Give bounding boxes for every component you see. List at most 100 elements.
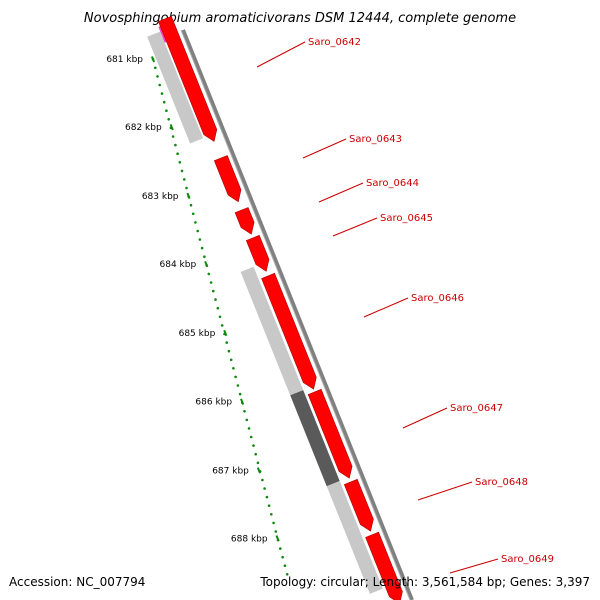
scale-dot (232, 367, 235, 370)
scale-dot (274, 530, 278, 533)
scale-dot (165, 109, 168, 112)
leader-line-saro-0647 (402, 407, 448, 429)
scale-dot (285, 573, 289, 576)
gene-label-saro-0649[interactable]: Saro_0649 (501, 554, 554, 565)
leader-line-saro-0645 (332, 217, 378, 237)
gene-label-saro-0642[interactable]: Saro_0642 (308, 37, 361, 48)
scale-dot (227, 349, 231, 353)
leader-line-saro-0649 (449, 558, 499, 574)
scale-dot (171, 135, 175, 138)
scale-dot (176, 152, 179, 155)
cds-arrow-saro-0648 (343, 478, 374, 532)
scale-dot (196, 229, 199, 233)
scale-tick-688 (275, 535, 280, 542)
map-title: Novosphingobium aromaticivorans DSM 1244… (84, 11, 516, 26)
scale-dot (203, 255, 206, 258)
scale-dot (218, 315, 222, 319)
cds-arrow-saro-0644 (234, 207, 255, 235)
scale-label-683: 683 kbp (142, 192, 179, 202)
cds-arrow-saro-0645 (245, 234, 270, 272)
scale-tick-684 (204, 260, 209, 268)
gene-label-saro-0645[interactable]: Saro_0645 (380, 213, 433, 224)
scale-dot (158, 83, 161, 87)
scale-dot (207, 272, 211, 276)
scale-label-685: 685 kbp (179, 329, 216, 339)
scale-dot (189, 203, 193, 207)
scale-dot (200, 246, 204, 250)
gene-label-saro-0647[interactable]: Saro_0647 (450, 403, 503, 414)
gene-bar-saro-0647 (290, 390, 340, 487)
kbp-scale: 681 kbp 682 kbp 683 kbp 684 kbp 685 kbp 686 k… (106, 55, 289, 576)
scale-dot (209, 281, 213, 284)
accession-text: Accession: NC_007794 (9, 575, 145, 589)
scale-dot (214, 298, 217, 301)
scale-dot (156, 75, 159, 78)
gene-bar-saro-0646 (240, 266, 304, 396)
gene-label-saro-0646[interactable]: Saro_0646 (411, 293, 464, 304)
scale-dot (245, 418, 249, 422)
scale-dot (252, 444, 255, 447)
scale-label-687: 687 kbp (212, 466, 249, 476)
scale-tick-683 (186, 192, 191, 200)
scale-dot (247, 427, 251, 430)
scale-label-686: 686 kbp (195, 398, 232, 408)
scale-dot (185, 186, 188, 190)
scale-dot (198, 238, 202, 241)
scale-dot (180, 169, 184, 173)
genome-backbone (181, 29, 414, 600)
scale-dot (281, 555, 284, 559)
scale-dot (212, 289, 215, 293)
scale-dot (261, 478, 264, 482)
gene-label-saro-0644[interactable]: Saro_0644 (366, 178, 419, 189)
leader-line-saro-0642 (256, 41, 306, 68)
scale-tick-687 (256, 467, 261, 474)
scale-dot (162, 100, 166, 104)
scale-dot (225, 341, 228, 344)
scale-dot (154, 66, 157, 70)
gene-label-saro-0648[interactable]: Saro_0648 (475, 477, 528, 488)
gene-labels: Saro_0642 Saro_0643 Saro_0644 Saro_0645 Saro… (256, 37, 554, 574)
scale-dot (254, 452, 257, 456)
cds-arrow-saro-0647 (307, 388, 353, 479)
scale-dot (160, 92, 164, 95)
scale-dot (216, 306, 220, 310)
scale-dot (267, 504, 271, 508)
scale-dot (194, 221, 197, 224)
scale-dot (263, 487, 266, 490)
leader-line-saro-0644 (318, 182, 364, 203)
scale-dot (249, 435, 253, 439)
scale-tick-686 (240, 398, 245, 405)
leader-line-saro-0646 (363, 297, 409, 318)
gene-bar-saro-0648 (326, 481, 358, 531)
scale-dot (167, 118, 170, 121)
cds-arrow-saro-0642 (158, 15, 218, 142)
scale-dot (243, 410, 246, 413)
gene-features (147, 15, 403, 600)
scale-tick-681 (150, 56, 156, 63)
scale-dot (220, 324, 224, 327)
scale-label-684: 684 kbp (160, 260, 197, 270)
leader-line-saro-0643 (302, 138, 347, 159)
cds-arrow-saro-0643 (213, 155, 242, 203)
scale-dot (279, 547, 282, 550)
scale-dot (272, 521, 275, 525)
genome-backbone-highlight (180, 29, 411, 600)
gene-bar-saro-0649 (344, 525, 383, 594)
scale-dot (191, 212, 195, 216)
scale-dot (236, 384, 240, 387)
scale-dot (234, 375, 237, 379)
scale-dot (265, 495, 269, 499)
scale-dot (178, 161, 182, 164)
gene-label-saro-0643[interactable]: Saro_0643 (349, 134, 402, 145)
scale-dot (283, 564, 287, 567)
scale-dot (270, 513, 273, 516)
scale-dot (238, 392, 242, 396)
topology-text: Topology: circular; Length: 3,561,584 bp… (259, 575, 590, 589)
scale-label-688: 688 kbp (231, 534, 268, 544)
cds-arrow-saro-0646 (261, 272, 317, 390)
scale-tick-685 (223, 329, 228, 337)
leader-line-saro-0648 (417, 481, 473, 501)
scale-label-682: 682 kbp (125, 123, 162, 133)
cds-arrow-saro-0649 (365, 531, 403, 600)
